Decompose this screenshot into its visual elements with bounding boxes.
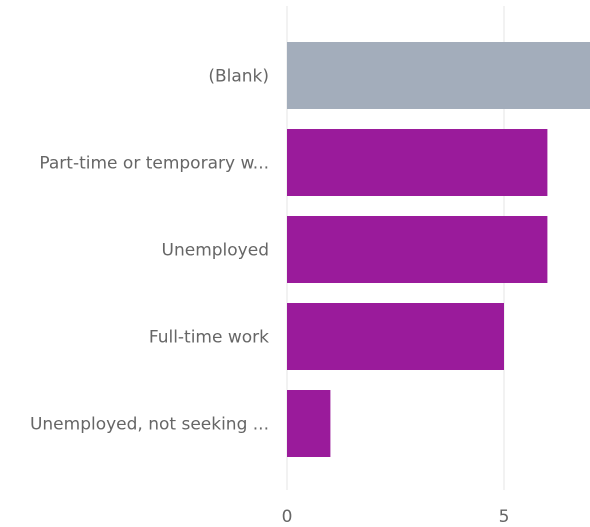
category-label: Full-time work <box>149 328 269 348</box>
category-label: Unemployed, not seeking ... <box>30 415 269 435</box>
category-label: Unemployed <box>162 241 269 261</box>
bar-1[interactable] <box>287 129 548 196</box>
category-label: Part-time or temporary w... <box>39 154 269 174</box>
category-label: (Blank) <box>208 67 269 87</box>
x-tick-label: 0 <box>282 507 293 527</box>
bar-4[interactable] <box>287 390 331 457</box>
bar-0[interactable] <box>287 42 590 109</box>
category-labels: (Blank) Part-time or temporary w... Unempl… <box>30 67 269 435</box>
bar-2[interactable] <box>287 216 548 283</box>
bars <box>287 42 590 457</box>
bar-3[interactable] <box>287 303 504 370</box>
x-tick-label: 5 <box>499 507 510 527</box>
